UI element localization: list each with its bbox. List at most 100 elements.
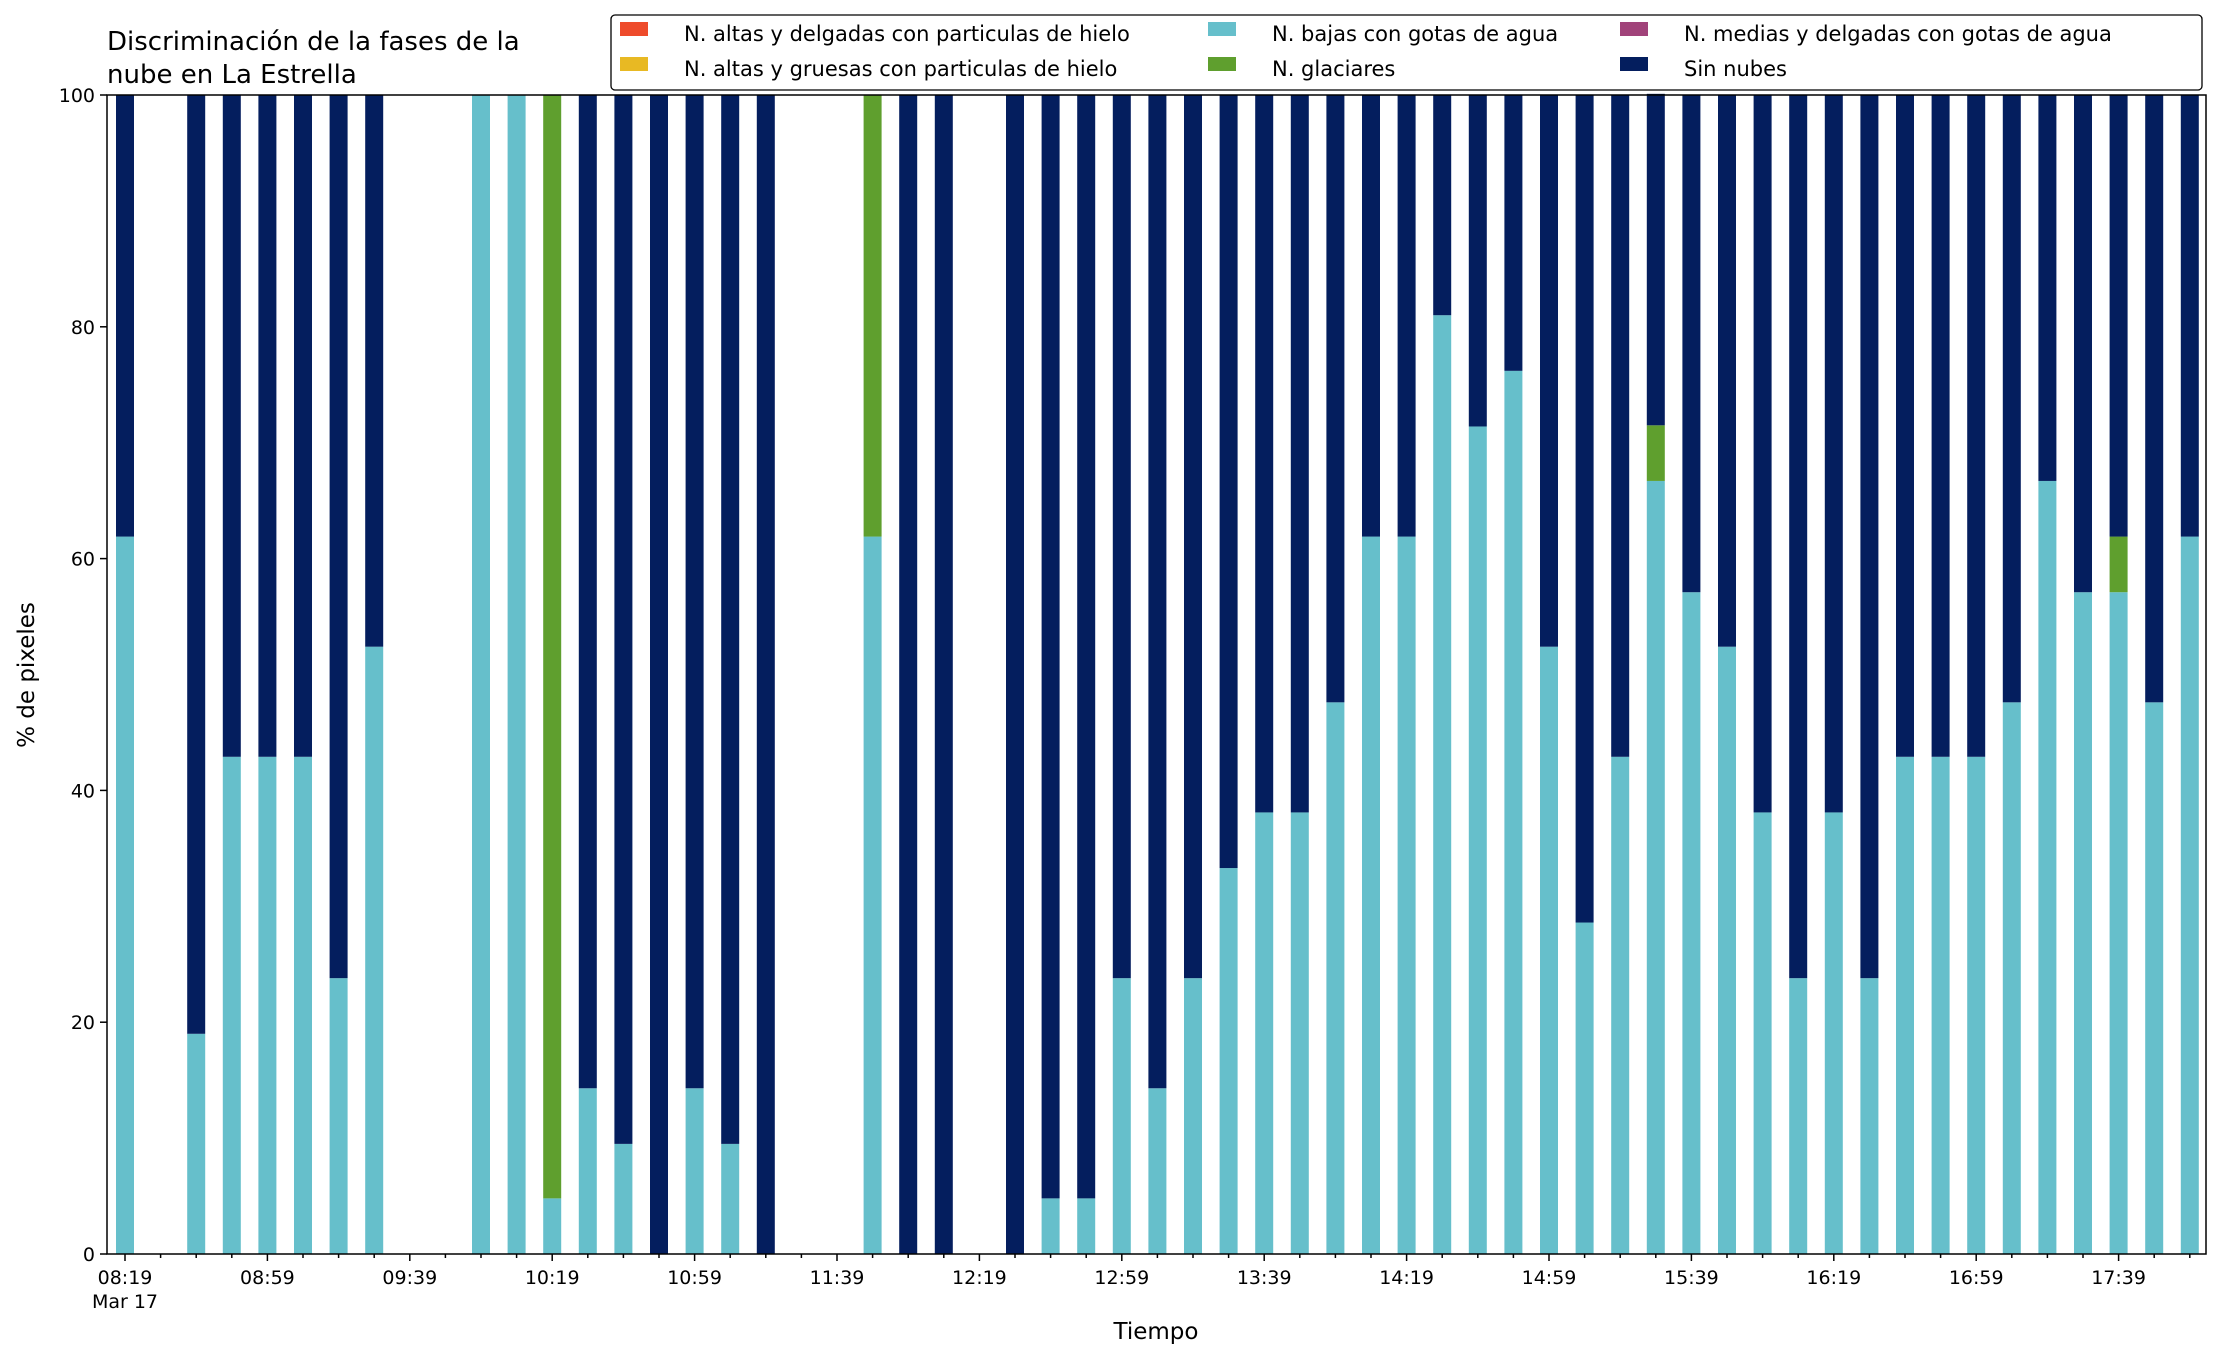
bar-segment-50-series-5 [1896, 95, 1914, 757]
bar-segment-37-series-5 [1433, 95, 1452, 316]
bar-segment-45-series-5 [1718, 95, 1736, 647]
x-tick-label: 15:39 [1664, 1267, 1719, 1289]
x-axis-label: Tiempo [1113, 1319, 1199, 1345]
bar-segment-35-series-5 [1362, 95, 1380, 537]
bar-segment-56-series-5 [2109, 95, 2128, 537]
bar-segment-26-series-2 [1041, 1198, 1060, 1254]
legend-swatch-2 [1208, 22, 1236, 36]
x-tick-label: 09:39 [382, 1267, 437, 1289]
bar-segment-43-series-3 [1646, 425, 1665, 481]
bar-segment-58-series-5 [2180, 95, 2199, 537]
y-axis: 0 20 40 60 80 100 [59, 85, 107, 1266]
bar-segment-48-series-5 [1824, 95, 1843, 813]
x-tick-label: 16:19 [1806, 1267, 1861, 1289]
legend-label-4: N. medias y delgadas con gotas de agua [1684, 22, 2112, 46]
bar-segment-29-series-5 [1148, 95, 1167, 1089]
bar-segment-18-series-5 [756, 95, 775, 1254]
bar-segment-25-series-5 [1006, 95, 1024, 1254]
bar-segment-16-series-2 [685, 1088, 704, 1254]
chart-title-line-1: Discriminación de la fases de la [107, 27, 520, 57]
legend-swatch-4 [1620, 22, 1648, 36]
bar-segment-16-series-5 [685, 95, 704, 1089]
bar-segment-30-series-2 [1184, 978, 1202, 1254]
bar-segment-48-series-2 [1824, 812, 1843, 1254]
bar-segment-12-series-2 [543, 1198, 562, 1254]
legend-label-5: Sin nubes [1684, 57, 1787, 81]
bar-segment-43-series-2 [1646, 480, 1665, 1254]
bar-segment-31-series-5 [1219, 95, 1238, 869]
bar-segment-47-series-2 [1789, 978, 1808, 1254]
bar-segment-5-series-5 [294, 95, 312, 757]
legend-box [610, 14, 2203, 91]
legend-swatch-1 [620, 57, 648, 71]
bar-segment-57-series-2 [2145, 702, 2164, 1254]
bar-segment-58-series-2 [2180, 536, 2199, 1254]
bar-segment-49-series-2 [1860, 978, 1879, 1254]
bar-segment-52-series-5 [1967, 95, 1986, 757]
bar-segment-14-series-5 [614, 95, 633, 1144]
bar-segment-50-series-2 [1896, 756, 1914, 1254]
bar-segment-4-series-2 [258, 756, 277, 1254]
bar-segment-13-series-5 [578, 95, 597, 1089]
bar-segment-37-series-2 [1433, 315, 1452, 1255]
bar-segment-52-series-2 [1967, 756, 1986, 1254]
bar-segment-27-series-5 [1077, 95, 1096, 1199]
y-tick-label: 80 [71, 317, 95, 339]
bar-segment-55-series-5 [2074, 95, 2092, 593]
bar-segment-36-series-2 [1397, 536, 1416, 1254]
bar-segment-15-series-5 [650, 95, 668, 1254]
bar-segment-54-series-2 [2038, 480, 2057, 1254]
x-tick-label: 10:59 [667, 1267, 722, 1289]
bar-segment-38-series-2 [1468, 426, 1487, 1255]
x-tick-label: 14:59 [1522, 1267, 1577, 1289]
y-tick-label: 100 [59, 85, 95, 107]
bar-segment-31-series-2 [1219, 868, 1238, 1254]
bar-segment-36-series-5 [1397, 95, 1416, 537]
bar-segment-56-series-2 [2109, 592, 2128, 1254]
legend-label-0: N. altas y delgadas con particulas de hi… [684, 22, 1130, 46]
bar-segment-21-series-3 [863, 95, 882, 537]
bar-segment-2-series-2 [187, 1033, 206, 1254]
bar-segment-14-series-2 [614, 1143, 633, 1254]
x-tick-label: 14:19 [1379, 1267, 1434, 1289]
bar-segment-45-series-2 [1718, 646, 1736, 1254]
x-axis: 08:19 08:59 09:39 10:19 10:59 11:39 12:19 12:59… [92, 1254, 2191, 1313]
x-tick-label: 16:59 [1949, 1267, 2004, 1289]
bar-segment-3-series-2 [222, 756, 241, 1254]
x-tick-label: 08:59 [240, 1267, 295, 1289]
x-tick-label: 12:59 [1094, 1267, 1149, 1289]
bar-segment-26-series-5 [1041, 95, 1060, 1199]
bar-segment-22-series-5 [899, 95, 918, 1254]
bar-segment-51-series-2 [1931, 756, 1950, 1254]
bar-segment-7-series-5 [365, 95, 384, 647]
y-tick-label: 60 [71, 549, 95, 571]
legend-swatch-3 [1208, 57, 1236, 71]
bar-segment-32-series-5 [1255, 95, 1274, 813]
x-tick-label: 12:19 [952, 1267, 1007, 1289]
bar-segment-6-series-2 [329, 978, 348, 1254]
bar-segment-55-series-2 [2074, 592, 2092, 1254]
y-tick-label: 40 [71, 780, 95, 802]
legend-label-1: N. altas y gruesas con particulas de hie… [684, 57, 1117, 81]
x-tick-label: 11:39 [810, 1267, 865, 1289]
bar-segment-11-series-2 [507, 95, 526, 1254]
bar-segment-34-series-5 [1326, 95, 1345, 703]
bar-segment-2-series-5 [187, 95, 206, 1034]
bar-segment-42-series-2 [1611, 756, 1630, 1254]
x-tick-label: 13:39 [1237, 1267, 1292, 1289]
legend: N. altas y delgadas con particulas de hi… [610, 14, 2203, 91]
bar-segment-49-series-5 [1860, 95, 1879, 979]
bar-segment-44-series-5 [1682, 95, 1701, 593]
bar-segment-7-series-2 [365, 646, 384, 1254]
bar-segment-34-series-2 [1326, 702, 1345, 1254]
bar-segment-33-series-2 [1290, 812, 1309, 1254]
y-axis-label: % de pixeles [14, 602, 40, 748]
bar-segment-0-series-2 [116, 536, 134, 1254]
bar-segment-5-series-2 [294, 756, 312, 1254]
bar-segment-29-series-2 [1148, 1088, 1167, 1254]
bar-segment-47-series-5 [1789, 95, 1808, 979]
bar-segment-21-series-2 [863, 536, 882, 1254]
bar-segment-28-series-5 [1112, 95, 1131, 979]
bar-segment-35-series-2 [1362, 536, 1380, 1254]
